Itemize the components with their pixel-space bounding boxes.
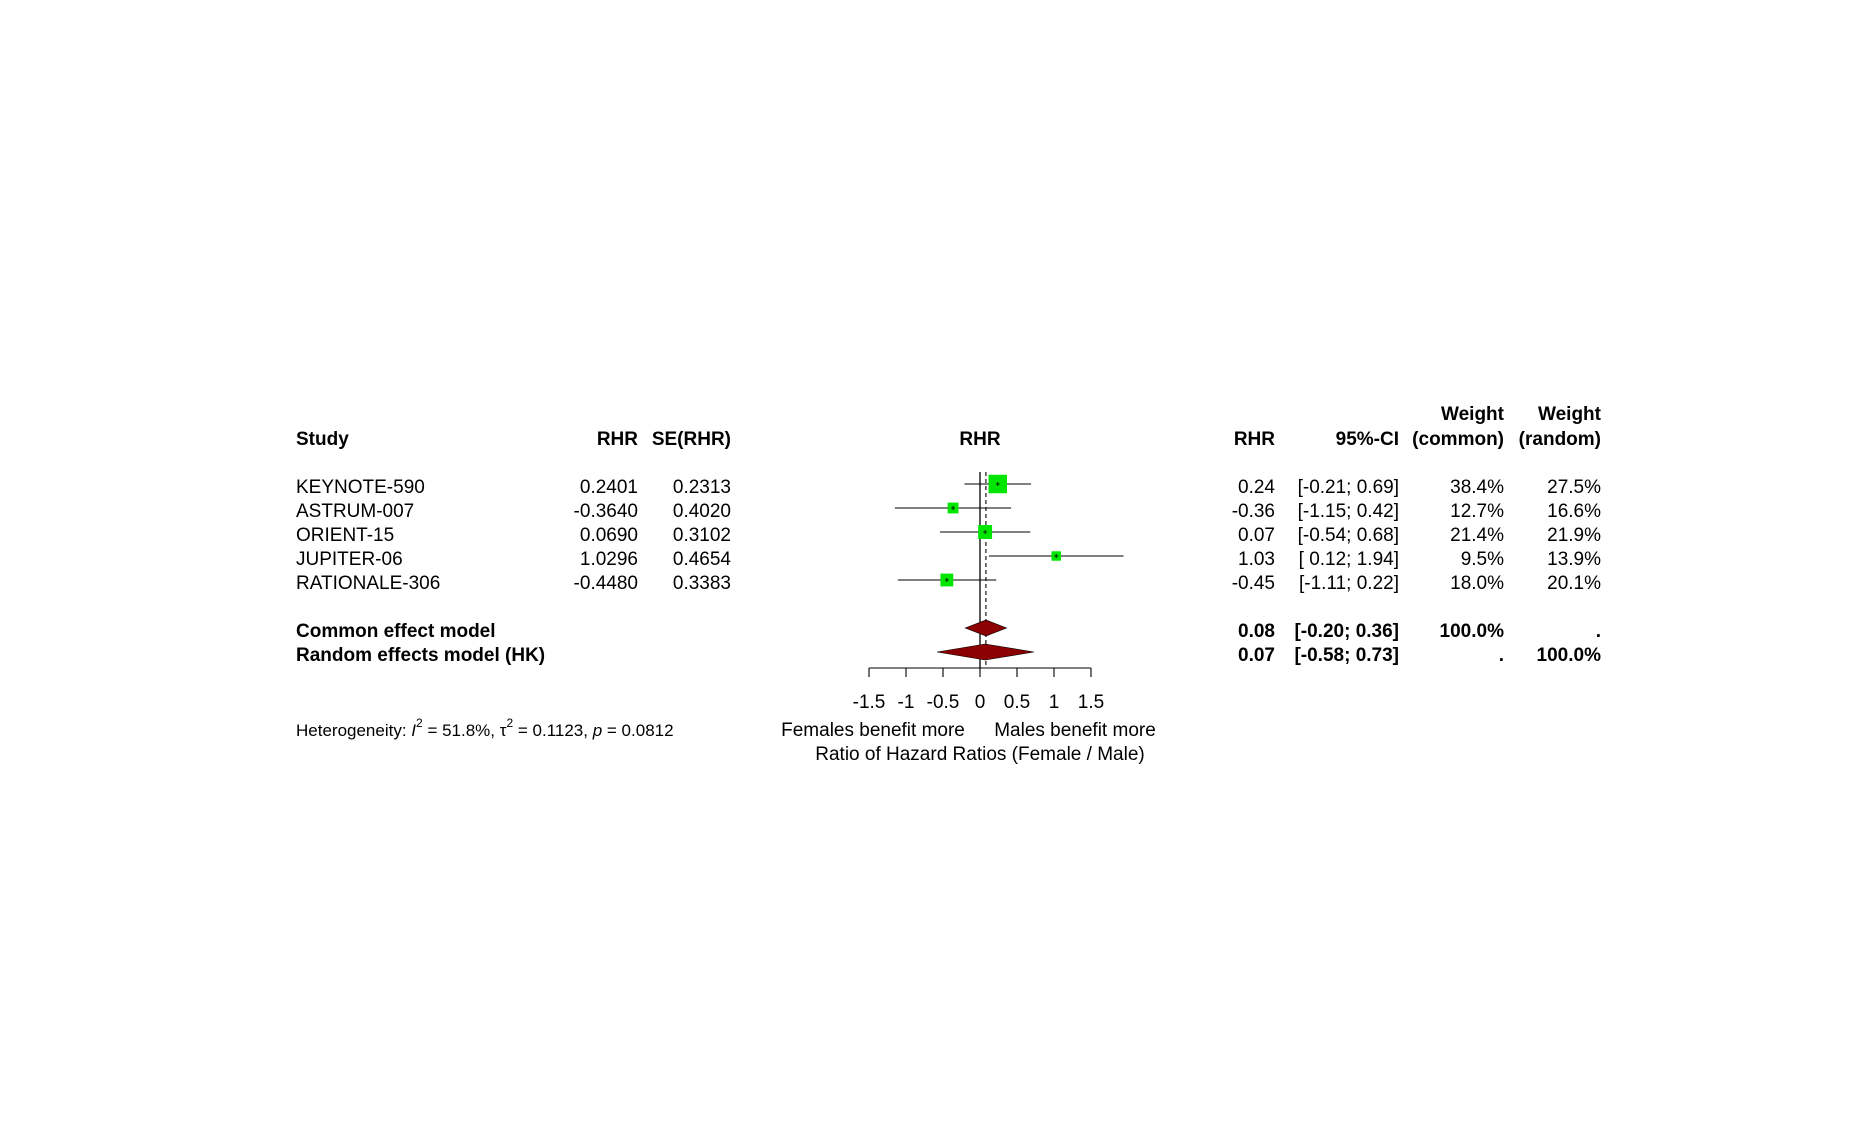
study-weight-random: 13.9% <box>1547 549 1601 570</box>
study-weight-common: 9.5% <box>1461 549 1504 570</box>
model-ci-text: [-0.20; 0.36] <box>1294 621 1399 642</box>
header-se-rhr: SE(RHR) <box>652 429 731 450</box>
model-name: Common effect model <box>296 621 496 642</box>
study-rhr: -0.3640 <box>574 501 638 522</box>
model-weight-random: . <box>1596 621 1601 642</box>
study-weight-random: 20.1% <box>1547 573 1601 594</box>
study-se: 0.3383 <box>673 573 731 594</box>
study-weight-random: 16.6% <box>1547 501 1601 522</box>
x-axis-tick-label: 1.5 <box>1078 692 1104 713</box>
header-weight-common-top: Weight <box>1441 404 1505 425</box>
header-rhr: RHR <box>597 429 638 450</box>
study-rhr: -0.4480 <box>574 573 638 594</box>
study-weight-common: 18.0% <box>1450 573 1504 594</box>
header-study: Study <box>296 429 349 450</box>
study-ci-text: [-1.11; 0.22] <box>1299 573 1399 594</box>
study-rhr-text: -0.45 <box>1232 573 1275 594</box>
x-axis-tick-label: -1 <box>898 692 915 713</box>
study-ci-text: [ 0.12; 1.94] <box>1299 549 1399 570</box>
x-axis-tick-label: 1 <box>1049 692 1060 713</box>
model-weight-common: . <box>1499 645 1504 666</box>
study-weight-common: 38.4% <box>1450 477 1504 498</box>
x-axis-tick-label: -1.5 <box>853 692 886 713</box>
study-weight-random: 21.9% <box>1547 525 1601 546</box>
header-weight-common-bottom: (common) <box>1412 429 1504 450</box>
study-se: 0.4020 <box>673 501 731 522</box>
study-row: RATIONALE-306 -0.4480 0.3383 -0.45 [-1.1… <box>296 573 1601 594</box>
model-rhr-text: 0.08 <box>1238 621 1275 642</box>
study-rhr-text: -0.36 <box>1232 501 1275 522</box>
x-axis-tick-label: -0.5 <box>927 692 960 713</box>
plot-marks: -1.5 -1 -0.5 0 0.5 1 1.5 <box>853 472 1124 713</box>
study-rhr-text: 0.07 <box>1238 525 1275 546</box>
study-rhr: 0.0690 <box>580 525 638 546</box>
study-name: JUPITER-06 <box>296 549 403 570</box>
study-name: KEYNOTE-590 <box>296 477 425 498</box>
study-rhr-text: 0.24 <box>1238 477 1275 498</box>
study-se: 0.3102 <box>673 525 731 546</box>
study-row: KEYNOTE-590 0.2401 0.2313 0.24 [-0.21; 0… <box>296 477 1601 498</box>
heterogeneity-text: Heterogeneity: I2 = 51.8%, τ2 = 0.1123, … <box>296 716 674 740</box>
study-ci-text: [-0.54; 0.68] <box>1298 525 1399 546</box>
study-row: ORIENT-15 0.0690 0.3102 0.07 [-0.54; 0.6… <box>296 525 1601 546</box>
x-axis-label-right: Males benefit more <box>994 720 1156 741</box>
model-rhr-text: 0.07 <box>1238 645 1275 666</box>
study-weight-random: 27.5% <box>1547 477 1601 498</box>
header-weight-random-bottom: (random) <box>1519 429 1601 450</box>
model-weight-random: 100.0% <box>1537 645 1602 666</box>
model-weight-common: 100.0% <box>1440 621 1505 642</box>
study-ci-text: [-0.21; 0.69] <box>1298 477 1399 498</box>
x-axis-label-left: Females benefit more <box>781 720 965 741</box>
study-name: RATIONALE-306 <box>296 573 440 594</box>
common-effect-diamond <box>964 619 1008 637</box>
model-name: Random effects model (HK) <box>296 645 545 666</box>
model-row-random: Random effects model (HK) 0.07 [-0.58; 0… <box>296 645 1601 666</box>
header-weight-random-top: Weight <box>1538 404 1602 425</box>
x-axis-tick-label: 0 <box>975 692 986 713</box>
study-weight-common: 21.4% <box>1450 525 1504 546</box>
study-se: 0.4654 <box>673 549 732 570</box>
x-axis-tick-label: 0.5 <box>1004 692 1030 713</box>
study-row: ASTRUM-007 -0.3640 0.4020 -0.36 [-1.15; … <box>296 501 1601 522</box>
study-rhr: 0.2401 <box>580 477 638 498</box>
study-ci-text: [-1.15; 0.42] <box>1298 501 1399 522</box>
header-ci: 95%-CI <box>1336 429 1399 450</box>
study-rhr: 1.0296 <box>580 549 638 570</box>
study-weight-common: 12.7% <box>1450 501 1504 522</box>
header-rhr-right: RHR <box>1234 429 1275 450</box>
header-plot-rhr: RHR <box>959 429 1000 450</box>
model-ci-text: [-0.58; 0.73] <box>1294 645 1399 666</box>
study-row: JUPITER-06 1.0296 0.4654 1.03 [ 0.12; 1.… <box>296 549 1601 570</box>
study-rhr-text: 1.03 <box>1238 549 1275 570</box>
random-effects-diamond <box>937 643 1035 661</box>
study-se: 0.2313 <box>673 477 731 498</box>
model-row-common: Common effect model 0.08 [-0.20; 0.36] 1… <box>296 621 1601 642</box>
study-name: ASTRUM-007 <box>296 501 414 522</box>
study-name: ORIENT-15 <box>296 525 394 546</box>
x-axis-title: Ratio of Hazard Ratios (Female / Male) <box>815 744 1144 765</box>
